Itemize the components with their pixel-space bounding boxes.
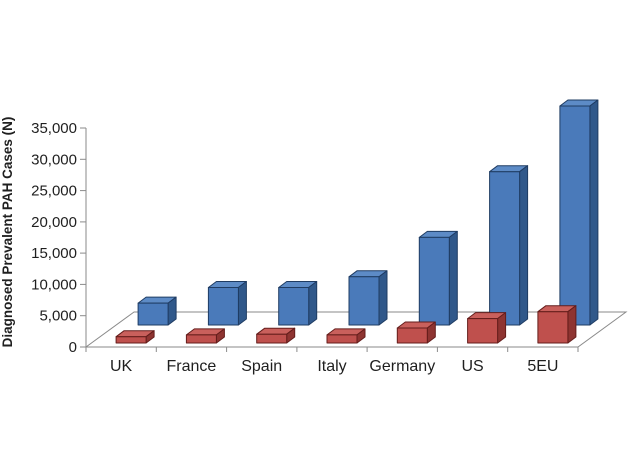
bar-side-face xyxy=(308,281,318,326)
bar-front-face xyxy=(396,327,428,344)
bar-france-blue xyxy=(207,281,247,326)
bar-side-face xyxy=(589,99,599,326)
bar-us-red xyxy=(467,312,507,344)
y-tick-label: 35,000 xyxy=(31,120,77,137)
y-tick-label: 20,000 xyxy=(31,214,77,231)
bar-front-face xyxy=(489,171,521,326)
y-tick-label: 15,000 xyxy=(31,245,77,262)
y-tick-label: 5,000 xyxy=(39,308,77,325)
category-label: Italy xyxy=(317,358,346,375)
bar-front-face xyxy=(137,302,169,326)
y-axis: 0 5,000 10,000 15,000 20,000 25,000 30,000 35,0… xyxy=(31,120,87,356)
category-label: France xyxy=(167,358,217,375)
bar-5eu-red xyxy=(537,305,577,344)
category-label: US xyxy=(461,358,483,375)
series-blue xyxy=(137,99,599,326)
bar-front-face xyxy=(256,333,288,344)
bar-front-face xyxy=(207,287,239,326)
bar-side-face xyxy=(519,165,529,326)
bar-spain-red xyxy=(256,327,296,344)
bar-front-face xyxy=(278,287,310,326)
bar-germany-red xyxy=(396,321,436,344)
y-tick-label: 0 xyxy=(69,339,77,356)
bar-5eu-blue xyxy=(559,99,599,326)
bar-us-blue xyxy=(489,165,529,326)
bar-spain-blue xyxy=(278,281,318,326)
bar-side-face xyxy=(497,312,507,344)
y-tick-label: 25,000 xyxy=(31,183,77,200)
bar-germany-blue xyxy=(418,230,458,326)
bar-uk-blue xyxy=(137,296,177,326)
bar-italy-blue xyxy=(348,270,388,326)
series-red xyxy=(115,305,577,344)
category-label: 5EU xyxy=(527,358,558,375)
category-label: Germany xyxy=(369,358,435,375)
bar-front-face xyxy=(559,105,591,326)
bar-front-face xyxy=(326,334,358,344)
y-tick-label: 10,000 xyxy=(31,276,77,293)
category-label: Spain xyxy=(241,358,282,375)
bar-side-face xyxy=(237,281,247,326)
bar-front-face xyxy=(418,236,450,326)
bar-uk-red xyxy=(115,330,155,344)
bar-front-face xyxy=(537,311,569,344)
bar-side-face xyxy=(448,230,458,326)
y-tick-label: 30,000 xyxy=(31,151,77,168)
bar-front-face xyxy=(467,318,499,344)
bar-side-face xyxy=(378,270,388,326)
bar-france-red xyxy=(185,328,225,344)
category-label: UK xyxy=(110,358,133,375)
bar-front-face xyxy=(348,276,380,326)
bar-italy-red xyxy=(326,328,366,344)
bar-front-face xyxy=(115,336,147,344)
bar-side-face xyxy=(567,305,577,344)
y-axis-title: Diagnosed Prevalent PAH Cases (N) xyxy=(0,117,15,348)
bar-front-face xyxy=(185,334,217,344)
x-axis: UK France Spain Italy Germany US 5EU xyxy=(85,347,579,375)
